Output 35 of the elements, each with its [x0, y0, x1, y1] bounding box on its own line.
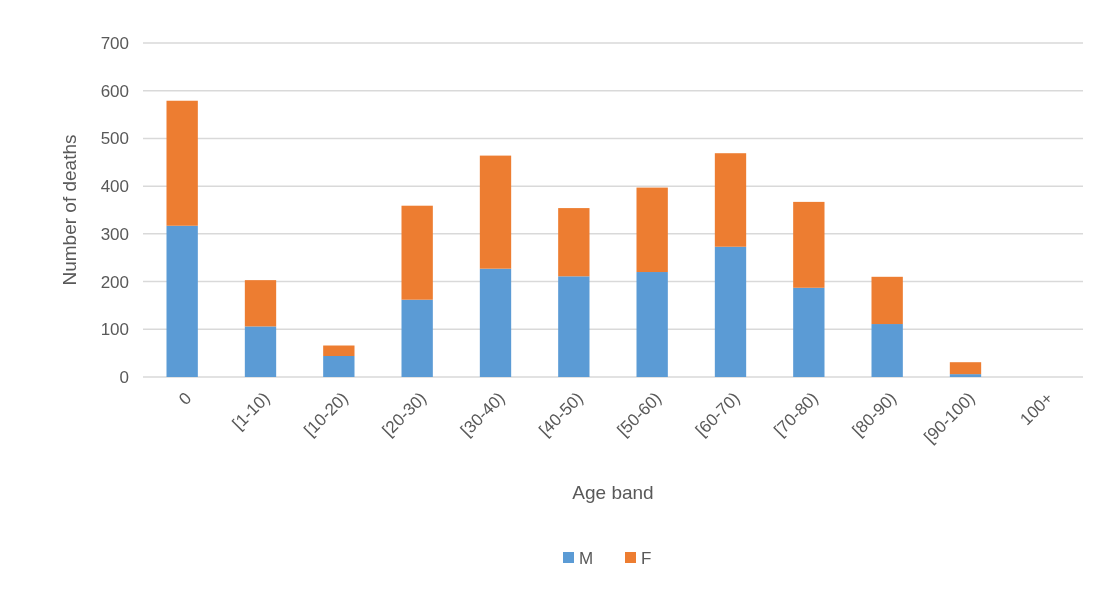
bar — [871, 276, 903, 325]
bar — [479, 268, 512, 377]
bar — [166, 100, 198, 226]
bar — [244, 280, 277, 327]
bar — [558, 208, 590, 277]
y-tick-label: 100 — [100, 320, 129, 340]
y-tick-label: 300 — [100, 224, 129, 244]
legend-label: M — [579, 548, 594, 568]
x-tick-label: 0 — [175, 388, 196, 409]
bar — [949, 374, 982, 377]
bar — [793, 287, 825, 377]
bar — [323, 345, 355, 357]
bar — [714, 246, 747, 377]
y-tick-label: 700 — [100, 33, 129, 53]
bar — [636, 187, 668, 273]
bar — [401, 299, 433, 377]
bar — [636, 272, 668, 377]
bar — [949, 362, 982, 375]
y-tick-label: 400 — [100, 177, 129, 197]
y-axis-title: Number of deaths — [59, 134, 80, 286]
x-axis-title: Age band — [572, 482, 654, 503]
bar — [871, 324, 903, 377]
y-tick-label: 500 — [100, 129, 129, 149]
bar — [479, 155, 512, 269]
bar — [166, 225, 198, 377]
bar — [558, 276, 590, 377]
y-tick-label: 600 — [100, 81, 129, 101]
bar — [323, 356, 355, 377]
bar — [714, 153, 747, 247]
bar — [793, 201, 825, 288]
bar — [244, 326, 277, 377]
bar — [401, 205, 433, 300]
y-tick-label: 0 — [119, 367, 129, 387]
y-tick-label: 200 — [100, 272, 129, 292]
legend-label: F — [641, 548, 652, 568]
